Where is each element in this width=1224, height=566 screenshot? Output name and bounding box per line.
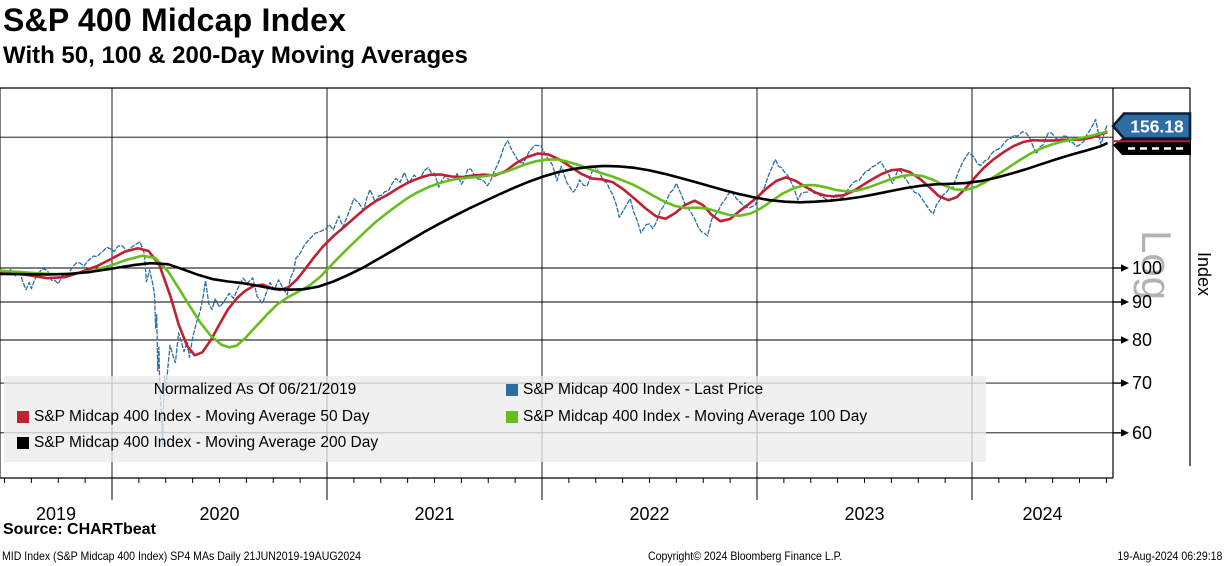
legend-entry-ma50[interactable]: S&P Midcap 400 Index - Moving Average 50… — [4, 408, 506, 426]
normalized-label: Normalized As Of 06/21/2019 — [153, 381, 357, 398]
x-tick-label-2019: 2019 — [36, 504, 76, 524]
legend-entry-last-price[interactable]: S&P Midcap 400 Index - Last Price — [506, 381, 986, 399]
legend-swatch-ma100 — [506, 411, 518, 423]
x-tick-label-2020: 2020 — [199, 504, 239, 524]
y-axis-title: Index — [1194, 252, 1214, 296]
legend-label: S&P Midcap 400 Index - Last Price — [523, 381, 764, 398]
price-badge-shape — [1111, 112, 1192, 140]
footer-copyright: Copyright© 2024 Bloomberg Finance L.P. — [648, 549, 843, 563]
legend-normalized-note: Normalized As Of 06/21/2019 — [4, 381, 506, 399]
y-tick-label-90: 90 — [1132, 292, 1152, 312]
legend-label: S&P Midcap 400 Index - Moving Average 10… — [523, 408, 868, 425]
legend-swatch-ma50 — [17, 411, 29, 423]
y-tick-label-60: 60 — [1132, 423, 1152, 443]
footer-bar: MID Index (S&P Midcap 400 Index) SP4 MAs… — [0, 546, 1224, 566]
y-tick-label-100: 100 — [1132, 258, 1162, 278]
footer-chart-description: MID Index (S&P Midcap 400 Index) SP4 MAs… — [2, 549, 362, 563]
legend-label: S&P Midcap 400 Index - Moving Average 50… — [34, 408, 370, 425]
x-tick-label-2023: 2023 — [844, 504, 884, 524]
series-ma50 — [0, 130, 1108, 357]
hidden-ma-badge — [1113, 138, 1191, 155]
y-tick-label-80: 80 — [1132, 330, 1152, 350]
price-badge-value: 156.18 — [1130, 117, 1184, 137]
page-title: S&P 400 Midcap Index — [3, 2, 347, 38]
series-ma200 — [0, 141, 1109, 291]
last-price-badge[interactable]: 156.18 — [1111, 112, 1192, 156]
series-ma100 — [0, 129, 1108, 349]
footer-timestamp: 19-Aug-2024 06:29:18 — [1116, 549, 1222, 563]
x-tick-label-2024: 2024 — [1022, 504, 1062, 524]
y-tick-label-70: 70 — [1132, 373, 1152, 393]
x-tick-label-2022: 2022 — [629, 504, 669, 524]
legend-swatch-ma200 — [17, 437, 29, 449]
legend-entry-ma200[interactable]: S&P Midcap 400 Index - Moving Average 20… — [4, 434, 506, 452]
legend-label: S&P Midcap 400 Index - Moving Average 20… — [34, 434, 379, 451]
source-line: Source: CHARTbeat — [3, 521, 156, 538]
x-tick-label-2021: 2021 — [414, 504, 454, 524]
y-axis: 100 90 80 70 60 — [1113, 258, 1162, 443]
page-subtitle: With 50, 100 & 200-Day Moving Averages — [3, 42, 468, 69]
series-last-price — [0, 118, 1109, 448]
log-scale-label[interactable]: Log — [1133, 230, 1180, 300]
legend-swatch-last-price — [506, 384, 518, 396]
chart-legend: Normalized As Of 06/21/2019 S&P Midcap 4… — [4, 376, 986, 462]
x-axis: 2019 2020 2021 2022 2023 2024 — [4, 478, 1107, 524]
legend-entry-ma100[interactable]: S&P Midcap 400 Index - Moving Average 10… — [506, 408, 986, 426]
